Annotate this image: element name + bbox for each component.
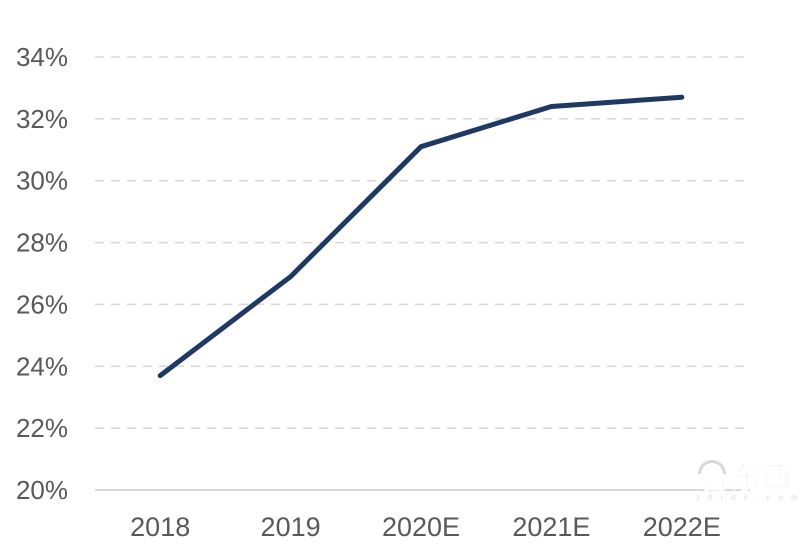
y-axis-tick-label: 24% [16, 351, 68, 381]
y-axis-tick-label: 32% [16, 104, 68, 134]
x-axis-tick-label: 2021E [512, 512, 590, 542]
data-series-line [157, 94, 685, 379]
y-axis-tick-label: 22% [16, 413, 68, 443]
y-axis-tick-label: 26% [16, 289, 68, 319]
x-axis-tick-label: 2020E [382, 512, 460, 542]
y-axis-tick-label: 30% [16, 166, 68, 196]
y-axis-tick-label: 34% [16, 42, 68, 72]
x-axis-tick-label: 2022E [643, 512, 721, 542]
y-axis-tick-label: 28% [16, 228, 68, 258]
x-axis-tick-label: 2019 [261, 512, 321, 542]
y-axis-tick-label: 20% [16, 475, 68, 505]
x-axis-tick-label: 2018 [130, 512, 190, 542]
